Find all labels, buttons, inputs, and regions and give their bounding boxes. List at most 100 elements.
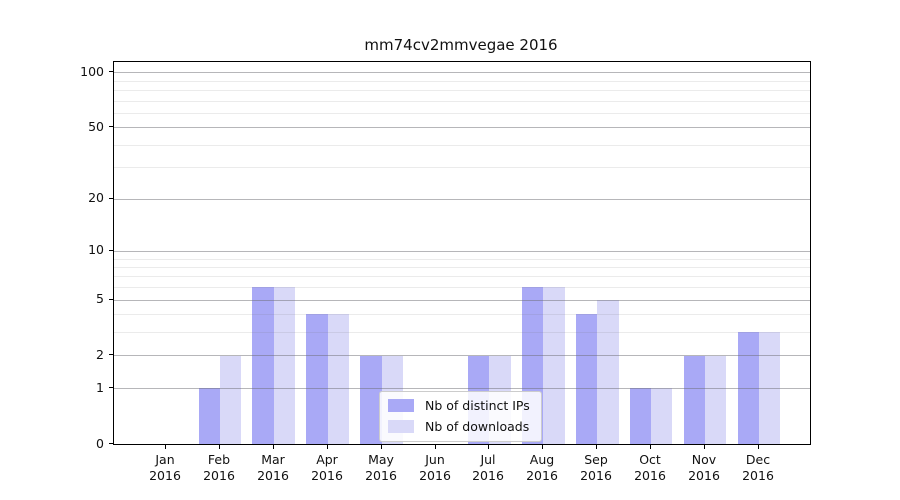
minor-gridline-70 (114, 101, 810, 102)
plot-area (113, 61, 811, 445)
legend-item-distinct-ips: Nb of distinct IPs (388, 398, 530, 413)
x-tick-feb (219, 445, 220, 449)
x-tick-label-mar: Mar 2016 (241, 452, 305, 484)
x-tick-month: Jul (480, 452, 496, 467)
x-tick-label-aug: Aug 2016 (510, 452, 574, 484)
minor-gridline-4 (114, 314, 810, 315)
bar-downloads-aug (543, 287, 565, 444)
y-tick-100 (109, 71, 113, 72)
x-tick-mar (273, 445, 274, 449)
major-gridline-10 (114, 251, 810, 252)
x-tick-year: 2016 (365, 468, 397, 483)
x-tick-label-sep: Sep 2016 (564, 452, 628, 484)
x-tick-month: Dec (745, 452, 771, 467)
x-tick-oct (650, 445, 651, 449)
y-tick-label-10: 10 (88, 242, 104, 257)
x-tick-year: 2016 (580, 468, 612, 483)
x-tick-sep (596, 445, 597, 449)
x-tick-label-oct: Oct 2016 (618, 452, 682, 484)
bar-distinct-ips-sep (575, 314, 598, 444)
minor-gridline-90 (114, 81, 810, 82)
bar-distinct-ips-apr (306, 314, 328, 444)
major-gridline-5 (114, 300, 810, 301)
y-tick-5 (109, 299, 113, 300)
x-tick-jan (165, 445, 166, 449)
y-tick-10 (109, 250, 113, 251)
x-tick-year: 2016 (688, 468, 720, 483)
x-tick-label-nov: Nov 2016 (672, 452, 736, 484)
x-tick-year: 2016 (472, 468, 504, 483)
legend-label-downloads: Nb of downloads (425, 419, 530, 434)
minor-gridline-8 (114, 267, 810, 268)
x-tick-month: Aug (529, 452, 555, 467)
major-gridline-1 (114, 388, 810, 389)
x-tick-month: Oct (639, 452, 661, 467)
x-tick-month: Nov (691, 452, 717, 467)
legend-item-downloads: Nb of downloads (388, 419, 530, 434)
x-tick-year: 2016 (203, 468, 235, 483)
minor-gridline-30 (114, 167, 810, 168)
minor-gridline-40 (114, 145, 810, 146)
x-tick-month: May (368, 452, 394, 467)
major-gridline-100 (114, 72, 810, 73)
y-tick-label-100: 100 (80, 64, 104, 79)
x-tick-year: 2016 (742, 468, 774, 483)
x-tick-month: Jun (425, 452, 445, 467)
x-tick-label-dec: Dec 2016 (726, 452, 790, 484)
minor-gridline-60 (114, 113, 810, 114)
x-tick-month: Sep (584, 452, 608, 467)
x-tick-dec (758, 445, 759, 449)
y-tick-label-5: 5 (96, 291, 104, 306)
y-tick-50 (109, 126, 113, 127)
x-tick-year: 2016 (311, 468, 343, 483)
minor-gridline-9 (114, 259, 810, 260)
major-gridline-20 (114, 199, 810, 200)
legend-swatch-downloads (388, 420, 414, 433)
y-tick-label-1: 1 (96, 380, 104, 395)
x-tick-jul (488, 445, 489, 449)
y-tick-1 (109, 387, 113, 388)
x-tick-apr (327, 445, 328, 449)
x-tick-label-jul: Jul 2016 (456, 452, 520, 484)
bar-distinct-ips-oct (629, 388, 652, 444)
x-tick-label-feb: Feb 2016 (187, 452, 251, 484)
x-tick-year: 2016 (257, 468, 289, 483)
x-tick-aug (542, 445, 543, 449)
x-tick-year: 2016 (634, 468, 666, 483)
bar-distinct-ips-feb (198, 388, 220, 444)
bar-distinct-ips-mar (252, 287, 274, 444)
bar-downloads-sep (597, 299, 619, 444)
bar-downloads-nov (705, 355, 727, 444)
bar-distinct-ips-may (360, 355, 382, 444)
minor-gridline-80 (114, 90, 810, 91)
legend-swatch-distinct-ips (388, 399, 414, 412)
y-tick-2 (109, 354, 113, 355)
x-tick-jun (435, 445, 436, 449)
minor-gridline-6 (114, 287, 810, 288)
minor-gridline-3 (114, 332, 810, 333)
major-gridline-50 (114, 127, 810, 128)
x-tick-label-apr: Apr 2016 (295, 452, 359, 484)
x-tick-year: 2016 (149, 468, 181, 483)
bar-downloads-mar (273, 287, 296, 444)
x-tick-month: Apr (316, 452, 338, 467)
x-tick-month: Jan (155, 452, 175, 467)
y-tick-0 (109, 443, 113, 444)
bar-downloads-oct (651, 388, 673, 444)
x-tick-nov (704, 445, 705, 449)
bar-distinct-ips-nov (683, 355, 705, 444)
legend: Nb of distinct IPs Nb of downloads (379, 391, 542, 442)
y-tick-20 (109, 198, 113, 199)
x-tick-may (381, 445, 382, 449)
x-tick-label-jan: Jan 2016 (133, 452, 197, 484)
chart-title: mm74cv2mmvegae 2016 (364, 36, 558, 54)
minor-gridline-7 (114, 276, 810, 277)
y-tick-label-2: 2 (96, 347, 104, 362)
x-tick-year: 2016 (526, 468, 558, 483)
bar-downloads-feb (219, 355, 242, 444)
y-tick-label-20: 20 (88, 190, 104, 205)
legend-label-distinct-ips: Nb of distinct IPs (425, 398, 530, 413)
bar-downloads-apr (327, 314, 350, 444)
major-gridline-2 (114, 355, 810, 356)
